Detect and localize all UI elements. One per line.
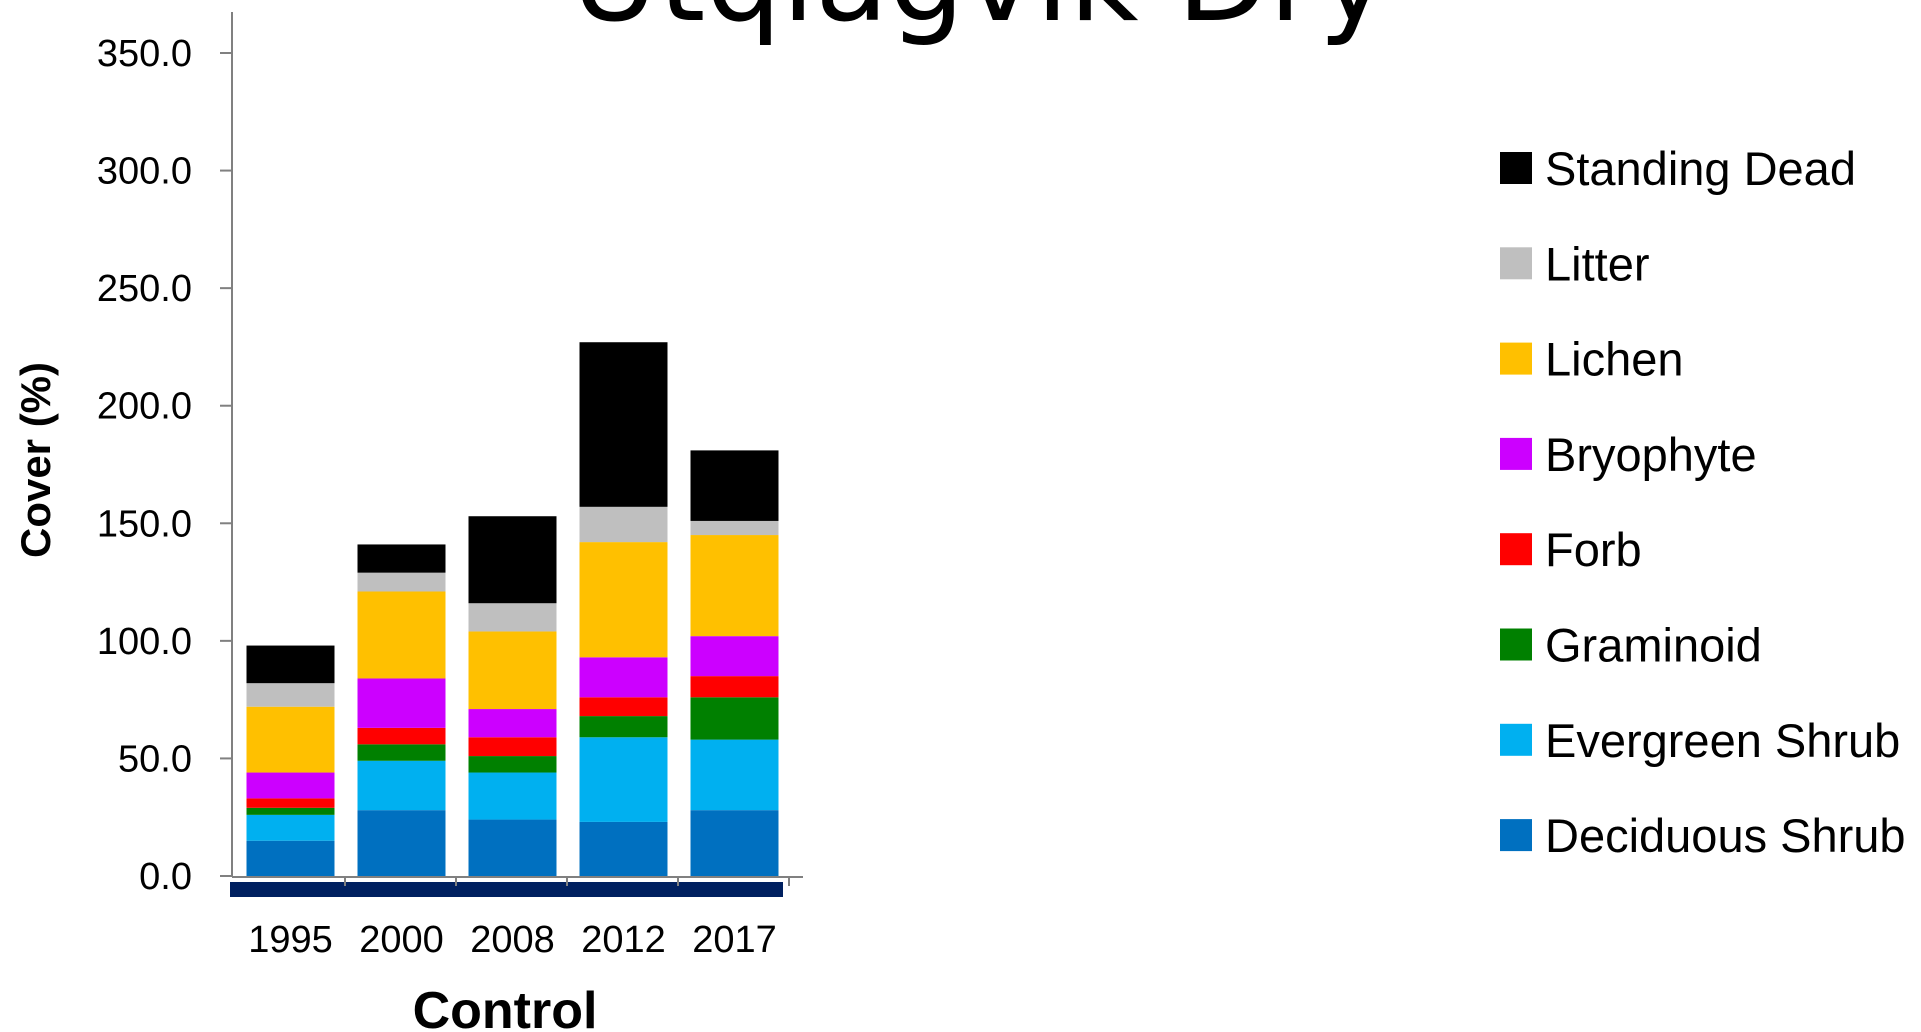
legend: Standing Dead Litter Lichen Bryophyte Forb Gr… [1500, 142, 1906, 862]
bar-segment [468, 709, 557, 738]
y-tick-label: 350.0 [97, 33, 192, 75]
legend-swatch [1500, 533, 1532, 566]
bar-segment [690, 676, 779, 698]
bar-segment [690, 535, 779, 637]
bar-segment [246, 840, 335, 876]
bar-segment [468, 631, 557, 710]
bar-segment [357, 744, 446, 761]
x-ticks: 1995 2000 2008 2012 2017 [248, 877, 790, 961]
x-tick-label: 2017 [692, 919, 777, 961]
bar-segment [357, 544, 446, 573]
legend-swatch [1500, 819, 1532, 852]
y-ticks: 0.0 50.0 100.0 150.0 200.0 250.0 300.0 350.0 [97, 33, 232, 898]
y-tick-label: 0.0 [139, 856, 192, 898]
bar-segment [246, 814, 335, 841]
bar-segment [579, 342, 668, 507]
y-tick-label: 50.0 [118, 738, 192, 780]
bar-segment [246, 772, 335, 799]
legend-label: Deciduous Shrub [1545, 809, 1906, 862]
bar-segment [690, 450, 779, 521]
bar-segment [246, 645, 335, 684]
bar-segment [246, 798, 335, 808]
bar-segment [579, 821, 668, 876]
bar-segment [468, 737, 557, 757]
bar-segment [246, 683, 335, 707]
bar-segment [579, 737, 668, 822]
bar-segment [690, 520, 779, 536]
y-tick-label: 250.0 [97, 268, 192, 310]
bar-segment [690, 636, 779, 677]
bar-segment [468, 772, 557, 820]
bar-segment [246, 706, 335, 773]
bar-segment [357, 678, 446, 728]
legend-label: Evergreen Shrub [1545, 714, 1900, 767]
bar-segment [357, 727, 446, 745]
x-tick-label: 2008 [470, 919, 555, 961]
axes-layer [230, 12, 803, 897]
bar-segment [690, 697, 779, 740]
y-tick-label: 100.0 [97, 621, 192, 663]
page-title: Utqiagvik Dry [571, 0, 1390, 49]
legend-label: Bryophyte [1545, 428, 1757, 481]
bar-segment [579, 716, 668, 738]
x-axis-band [230, 882, 783, 897]
x-axis-title: Control [413, 982, 598, 1032]
legend-label: Lichen [1545, 333, 1684, 386]
bar-segment [357, 591, 446, 679]
bars-layer [246, 342, 779, 876]
bar-segment [468, 756, 557, 773]
x-tick-label: 2012 [581, 919, 666, 961]
y-tick-label: 200.0 [97, 386, 192, 428]
legend-swatch [1500, 152, 1532, 184]
legend-label: Standing Dead [1545, 142, 1856, 195]
bar-segment [579, 506, 668, 543]
legend-swatch [1500, 342, 1532, 375]
bar-segment [690, 810, 779, 876]
bar-segment [468, 819, 557, 876]
bar-segment [468, 603, 557, 632]
legend-swatch [1500, 723, 1532, 756]
legend-swatch [1500, 247, 1532, 280]
y-tick-label: 150.0 [97, 503, 192, 545]
legend-swatch [1500, 437, 1532, 470]
bar-segment [246, 807, 335, 815]
bar-segment [357, 760, 446, 811]
bar-segment [579, 657, 668, 698]
bar-segment [690, 739, 779, 811]
bar-segment [357, 810, 446, 876]
bar-segment [468, 516, 557, 604]
x-tick-label: 1995 [248, 919, 333, 961]
legend-label: Litter [1545, 237, 1650, 290]
x-tick-label: 2000 [359, 919, 444, 961]
y-axis-title: Cover (%) [12, 362, 59, 558]
y-tick-label: 300.0 [97, 151, 192, 193]
bar-segment [357, 572, 446, 592]
legend-label: Forb [1545, 523, 1642, 576]
bar-segment [579, 697, 668, 717]
bar-segment [579, 542, 668, 658]
legend-label: Graminoid [1545, 619, 1762, 672]
legend-swatch [1500, 628, 1532, 661]
